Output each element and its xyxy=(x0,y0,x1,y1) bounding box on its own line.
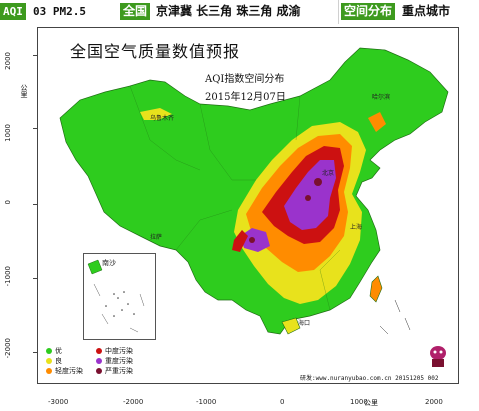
city-label: 海口 xyxy=(298,320,311,327)
legend-dot-light xyxy=(46,368,52,374)
legend-item: 重度污染 xyxy=(96,356,133,366)
y-tick-mark xyxy=(33,128,37,129)
y-tick-mark xyxy=(33,55,37,56)
x-tick-label: -3000 xyxy=(48,398,69,406)
city-label: 哈尔滨 xyxy=(372,94,391,101)
map-region-moderate-xinjiang xyxy=(140,108,172,120)
legend-label: 良 xyxy=(55,357,62,365)
mascot-icon xyxy=(430,346,446,367)
y-axis-unit: 公里 xyxy=(20,84,28,98)
x-tick-label: 0 xyxy=(280,398,285,406)
city-label: 北京 xyxy=(322,170,335,177)
legend-item: 优 xyxy=(46,346,62,356)
legend-dot-medium xyxy=(96,348,102,354)
y-tick-mark xyxy=(33,278,37,279)
top-navigation-bar: AQI 03 PM2.5 全国 京津冀 长三角 珠三角 成渝 空间分布 重点城市 xyxy=(0,0,479,24)
legend-label: 严重污染 xyxy=(105,367,133,375)
map-region-severe xyxy=(249,237,255,243)
map-region-severe xyxy=(314,178,322,186)
y-tick-mark xyxy=(33,204,37,205)
south-sea-inset: 南沙 xyxy=(83,253,156,340)
legend-dot-moderate xyxy=(46,358,52,364)
legend-item: 严重污染 xyxy=(96,366,133,376)
legend-label: 优 xyxy=(55,347,62,355)
nav-o3-pm25[interactable]: 03 PM2.5 xyxy=(33,5,86,18)
map-subtitle: AQI指数空间分布 xyxy=(205,74,285,85)
legend-item: 轻度污染 xyxy=(46,366,83,376)
inset-islands xyxy=(87,259,145,333)
city-label: 乌鲁木齐 xyxy=(150,115,175,122)
map-island-hainan xyxy=(281,317,301,335)
legend-item: 中度污染 xyxy=(96,346,133,356)
nav-national[interactable]: 全国 xyxy=(120,3,151,20)
map-region-severe xyxy=(305,195,311,201)
legend-label: 中度污染 xyxy=(105,347,133,355)
legend-dot-good xyxy=(46,348,52,354)
city-label: 拉萨 xyxy=(150,234,163,241)
legend-label: 重度污染 xyxy=(105,357,133,365)
map-footer: 研发:www.nuranyubao.com.cn 20151205 002 xyxy=(300,375,439,382)
legend-dot-severe xyxy=(96,368,102,374)
legend-dot-heavy xyxy=(96,358,102,364)
inset-label: 南沙 xyxy=(102,259,116,267)
map-island-taiwan xyxy=(369,275,383,303)
forecast-date: 2015年12月07日 xyxy=(205,92,286,103)
x-tick-label: -1000 xyxy=(196,398,217,406)
map-region-medium-sichuan xyxy=(232,230,248,252)
x-tick-label: 1000 xyxy=(350,398,368,406)
nav-aqi[interactable]: AQI xyxy=(0,3,26,20)
nav-key-cities[interactable]: 重点城市 xyxy=(402,4,451,18)
nav-divider xyxy=(338,0,339,24)
nav-spatial-distribution[interactable]: 空间分布 xyxy=(341,3,396,20)
x-tick-label: -2000 xyxy=(123,398,144,406)
legend-label: 轻度污染 xyxy=(55,367,83,375)
x-tick-label: 2000 xyxy=(425,398,443,406)
map-region-heavy xyxy=(284,160,336,230)
map-region-light-northeast xyxy=(368,112,386,132)
map-title: 全国空气质量数值预报 xyxy=(70,42,241,61)
y-tick-mark xyxy=(33,352,37,353)
x-axis-unit: 公里 xyxy=(364,399,378,407)
nav-regions[interactable]: 京津冀 长三角 珠三角 成渝 xyxy=(156,4,301,18)
city-label: 上海 xyxy=(350,224,363,231)
legend-item: 良 xyxy=(46,356,62,366)
